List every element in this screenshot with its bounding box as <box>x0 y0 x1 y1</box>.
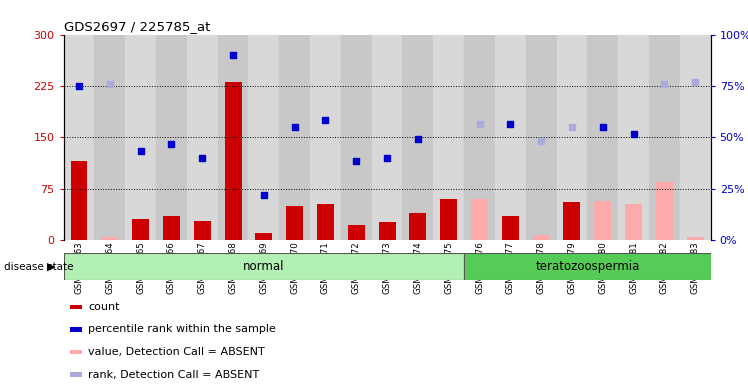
Point <box>473 121 485 127</box>
Bar <box>94 35 125 240</box>
Point <box>412 136 424 142</box>
Point <box>73 83 85 89</box>
Point <box>227 52 239 58</box>
Text: rank, Detection Call = ABSENT: rank, Detection Call = ABSENT <box>88 369 260 380</box>
Bar <box>286 206 303 240</box>
Point <box>135 148 147 154</box>
Bar <box>348 225 365 240</box>
Point <box>319 117 331 123</box>
Bar <box>194 221 211 240</box>
Point <box>350 158 362 164</box>
Bar <box>687 237 704 240</box>
Point <box>104 81 116 87</box>
Bar <box>70 305 82 309</box>
Bar <box>464 253 711 280</box>
Point <box>689 79 701 86</box>
Text: disease state: disease state <box>4 262 73 272</box>
Text: teratozoospermia: teratozoospermia <box>535 260 640 273</box>
Bar <box>464 35 495 240</box>
Bar <box>64 35 94 240</box>
Bar <box>649 35 680 240</box>
Bar <box>502 216 519 240</box>
Bar <box>255 233 272 240</box>
Text: count: count <box>88 302 120 312</box>
Point <box>597 124 609 130</box>
Bar <box>618 35 649 240</box>
Bar <box>70 327 82 331</box>
Bar <box>317 204 334 240</box>
Bar <box>125 35 156 240</box>
Bar <box>341 35 372 240</box>
Bar <box>526 35 557 240</box>
Bar <box>163 216 180 240</box>
Bar <box>433 35 464 240</box>
Bar <box>563 202 580 240</box>
Point <box>381 155 393 161</box>
Bar <box>372 35 402 240</box>
Bar <box>409 213 426 240</box>
Bar <box>248 35 279 240</box>
Bar <box>279 35 310 240</box>
Bar <box>218 35 248 240</box>
Point <box>658 81 670 87</box>
Bar <box>224 83 242 240</box>
Bar <box>70 372 82 377</box>
Point <box>628 131 640 137</box>
Bar <box>557 35 587 240</box>
Point <box>289 124 301 130</box>
Bar <box>495 35 526 240</box>
Point <box>196 155 208 161</box>
Bar <box>656 182 673 240</box>
Bar <box>187 35 218 240</box>
Text: normal: normal <box>243 260 284 273</box>
Point <box>566 124 578 130</box>
Text: percentile rank within the sample: percentile rank within the sample <box>88 324 276 334</box>
Bar <box>70 161 88 240</box>
Point <box>504 121 516 127</box>
Bar <box>64 253 464 280</box>
Point <box>165 141 177 147</box>
Bar <box>625 204 642 240</box>
Point <box>535 137 547 144</box>
Text: ▶: ▶ <box>47 262 55 272</box>
Text: GDS2697 / 225785_at: GDS2697 / 225785_at <box>64 20 210 33</box>
Bar <box>587 35 618 240</box>
Bar <box>70 350 82 354</box>
Bar <box>595 201 611 240</box>
Bar <box>402 35 433 240</box>
Bar <box>310 35 341 240</box>
Bar <box>156 35 187 240</box>
Bar <box>471 199 488 240</box>
Bar <box>101 237 118 240</box>
Point <box>258 192 270 199</box>
Text: value, Detection Call = ABSENT: value, Detection Call = ABSENT <box>88 347 265 357</box>
Bar <box>533 235 550 240</box>
Bar <box>132 220 149 240</box>
Bar <box>378 222 396 240</box>
Bar <box>680 35 711 240</box>
Bar <box>441 199 457 240</box>
